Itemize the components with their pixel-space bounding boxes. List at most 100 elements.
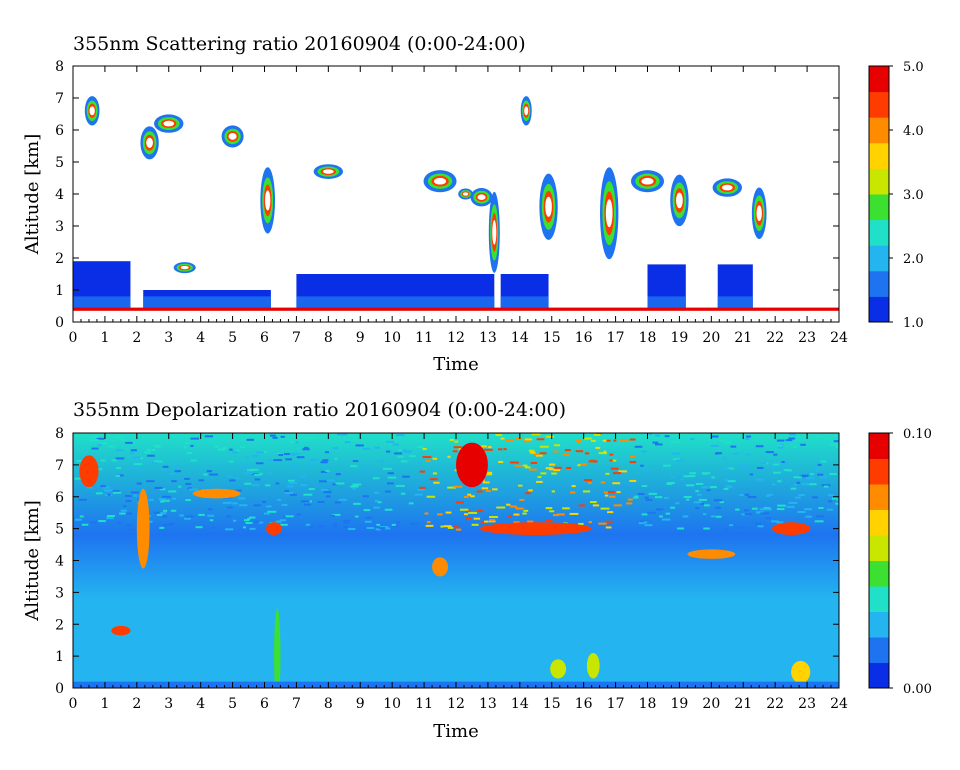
colorbar-tick-label: 5.0 (903, 60, 924, 75)
x-tick-label: 7 (292, 330, 301, 346)
depolarization-feature (791, 660, 811, 684)
x-tick-label: 13 (479, 696, 497, 712)
y-tick-label: 3 (55, 585, 64, 601)
x-tick-label: 16 (575, 696, 593, 712)
y-tick-label: 7 (55, 91, 64, 107)
x-tick-label: 5 (228, 696, 237, 712)
chart-title: 355nm Scattering ratio 20160904 (0:00-24… (73, 33, 526, 55)
x-tick-label: 22 (766, 330, 784, 346)
x-axis-label: Time (433, 354, 478, 375)
panel-1: 355nm Scattering ratio 20160904 (0:00-24… (22, 33, 924, 375)
x-tick-label: 7 (292, 696, 301, 712)
x-tick-label: 3 (164, 696, 173, 712)
chart-title: 355nm Depolarization ratio 20160904 (0:0… (73, 399, 566, 421)
y-tick-label: 0 (55, 681, 64, 697)
x-tick-label: 8 (324, 330, 333, 346)
x-tick-label: 3 (164, 330, 173, 346)
x-tick-label: 15 (543, 696, 561, 712)
x-tick-label: 9 (356, 330, 365, 346)
x-tick-label: 6 (260, 696, 269, 712)
x-tick-label: 6 (260, 330, 269, 346)
x-tick-label: 23 (798, 330, 816, 346)
plot-area (73, 66, 839, 322)
x-tick-label: 11 (415, 696, 433, 712)
y-tick-label: 2 (55, 251, 64, 267)
y-tick-label: 4 (55, 554, 64, 570)
y-tick-label: 4 (55, 187, 64, 203)
x-tick-label: 0 (69, 330, 78, 346)
colorbar-tick-label: 2.0 (903, 252, 924, 267)
plot-area (73, 433, 839, 688)
depolarization-feature (687, 549, 736, 559)
x-tick-label: 24 (830, 330, 848, 346)
x-tick-label: 21 (734, 330, 752, 346)
x-tick-label: 13 (479, 330, 497, 346)
x-axis-label: Time (433, 721, 478, 742)
y-tick-label: 6 (55, 490, 64, 506)
x-tick-label: 10 (383, 330, 401, 346)
x-tick-label: 18 (639, 330, 657, 346)
x-tick-label: 10 (383, 696, 401, 712)
panel-2: 355nm Depolarization ratio 20160904 (0:0… (22, 399, 932, 742)
depolarization-feature (79, 455, 99, 488)
x-tick-label: 22 (766, 696, 784, 712)
x-tick-label: 17 (607, 696, 625, 712)
y-tick-label: 0 (55, 315, 64, 331)
colorbar-tick-label: 0.10 (903, 427, 932, 442)
x-tick-label: 4 (196, 696, 205, 712)
x-tick-label: 1 (100, 696, 109, 712)
x-tick-label: 2 (132, 330, 141, 346)
y-tick-label: 3 (55, 219, 64, 235)
y-tick-label: 8 (55, 59, 64, 75)
x-tick-label: 12 (447, 330, 465, 346)
depolarization-feature (266, 522, 283, 535)
depolarization-feature (456, 442, 488, 488)
x-tick-label: 14 (511, 696, 529, 712)
y-tick-label: 8 (55, 426, 64, 442)
depolarization-feature (771, 522, 811, 535)
x-tick-label: 5 (228, 330, 237, 346)
depolarization-feature (550, 659, 567, 679)
depolarization-feature (111, 625, 131, 636)
x-tick-label: 12 (447, 696, 465, 712)
depolarization-feature (479, 522, 592, 535)
depolarization-feature (432, 557, 449, 577)
x-tick-label: 15 (543, 330, 561, 346)
x-tick-label: 1 (100, 330, 109, 346)
x-tick-label: 2 (132, 696, 141, 712)
y-tick-label: 2 (55, 617, 64, 633)
y-tick-label: 1 (55, 283, 64, 299)
x-tick-label: 11 (415, 330, 433, 346)
y-tick-label: 6 (55, 123, 64, 139)
colorbar-tick-label: 1.0 (903, 316, 924, 331)
colorbar-tick-label: 3.0 (903, 188, 924, 203)
x-tick-label: 24 (830, 696, 848, 712)
y-tick-label: 5 (55, 522, 64, 538)
colorbar: 1.0 2.0 3.0 4.0 5.0 (868, 60, 924, 331)
depolarization-feature (274, 608, 281, 688)
y-tick-label: 7 (55, 458, 64, 474)
colorbar-tick-label: 4.0 (903, 124, 924, 139)
x-tick-label: 14 (511, 330, 529, 346)
x-tick-label: 19 (671, 696, 689, 712)
ground-layer (73, 307, 839, 311)
depolarization-feature (136, 488, 150, 569)
x-tick-label: 9 (356, 696, 365, 712)
x-tick-label: 16 (575, 330, 593, 346)
x-tick-label: 18 (639, 696, 657, 712)
depolarization-feature (586, 652, 600, 679)
colorbar-tick-label: 0.00 (903, 682, 932, 697)
x-tick-label: 20 (702, 330, 720, 346)
x-tick-label: 21 (734, 696, 752, 712)
depolarization-feature (192, 488, 241, 499)
y-tick-label: 5 (55, 155, 64, 171)
x-tick-label: 4 (196, 330, 205, 346)
y-axis-label: Altitude [km] (22, 500, 43, 622)
x-tick-label: 20 (702, 696, 720, 712)
x-tick-label: 23 (798, 696, 816, 712)
colorbar: 0.00 0.10 (868, 427, 932, 697)
y-axis-label: Altitude [km] (22, 134, 43, 256)
y-tick-label: 1 (55, 649, 64, 665)
x-tick-label: 0 (69, 696, 78, 712)
